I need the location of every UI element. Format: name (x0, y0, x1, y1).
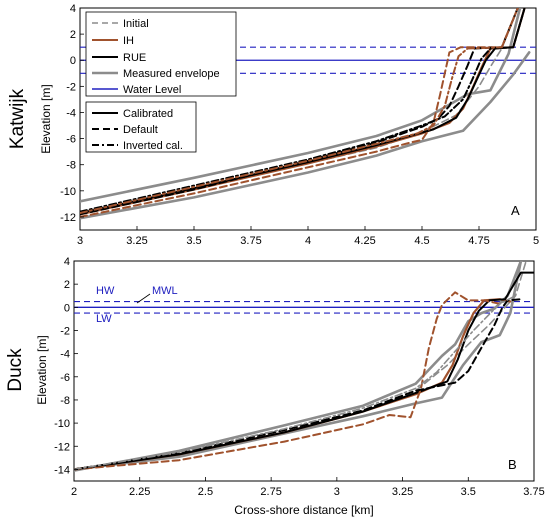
y-tick-label-a-4: -4 (66, 107, 76, 119)
x-tick-label-a-4: 4 (305, 235, 311, 247)
y-axis-label-a: Elevation [m] (39, 84, 53, 153)
ticks-a: 3 3.25 3.5 3.75 4 4.25 4.5 4.75 5 4 2 0 -2 -4 -6 -8 -10 -… (60, 3, 539, 247)
panel-b-background (73, 260, 535, 482)
series-line-a-8 (80, 8, 519, 214)
panel-katwijk: 3 3.25 3.5 3.75 4 4.25 4.5 4.75 5 4 2 0 -2 -4 -6 -8 -10 -… (7, 3, 539, 247)
y-tick-label-b-9: -14 (54, 464, 70, 476)
x-tick-label-b-7: 3.75 (523, 486, 544, 498)
legend-label-rue: RUE (123, 52, 146, 64)
water-level-lines-b (74, 300, 534, 314)
series-line-b-7 (74, 294, 517, 471)
legend-label-water-level: Water Level (123, 84, 181, 96)
legend-entry-water-level: Water Level (92, 84, 181, 96)
y-tick-label-b-6: -8 (60, 395, 70, 407)
y-tick-label-b-5: -6 (60, 372, 70, 384)
panel-label-a: A (511, 203, 520, 218)
y-tick-label-a-2: 0 (70, 55, 76, 67)
y-tick-label-b-2: 0 (64, 302, 70, 314)
legend-entry-measured-envelope: Measured envelope (92, 68, 220, 80)
x-tick-label-a-3: 3.75 (240, 235, 261, 247)
y-tick-label-b-8: -12 (54, 441, 70, 453)
series-group-b (74, 261, 534, 472)
legend-label-initial: Initial (123, 18, 149, 30)
y-tick-label-b-1: 2 (64, 279, 70, 291)
legend-entry-inverted-cal: Inverted cal. (92, 140, 183, 152)
x-tick-label-b-6: 3.5 (461, 486, 476, 498)
series-line-a-5 (80, 8, 519, 218)
y-tick-label-a-5: -6 (66, 134, 76, 146)
series-line-b-5 (74, 291, 501, 471)
series-group-a (80, 8, 531, 220)
y-tick-label-b-3: -2 (60, 325, 70, 337)
x-tick-label-b-1: 2.25 (129, 486, 150, 498)
series-line-b-1 (74, 261, 523, 471)
legend-entry-ih: IH (92, 35, 134, 47)
y-tick-label-a-0: 4 (70, 3, 76, 15)
panel-label-b: B (508, 457, 517, 472)
annotation-lw: LW (96, 313, 112, 325)
x-tick-label-b-2: 2.5 (198, 486, 213, 498)
annotation-mwl: MWL (152, 285, 178, 297)
legend-box-2 (85, 101, 197, 153)
panel-duck: 2 2.25 2.5 2.75 3 3.25 3.5 3.75 4 2 0 -2 -4 -6 -8 -10 -1… (5, 256, 545, 517)
annotation-hw: HW (96, 285, 115, 297)
y-tick-label-a-6: -8 (66, 160, 76, 172)
legend-entry-calibrated: Calibrated (92, 108, 173, 120)
x-tick-label-a-5: 4.25 (354, 235, 375, 247)
y-tick-label-a-3: -2 (66, 81, 76, 93)
site-label-katwijk: Katwijk (7, 88, 28, 149)
ticks-b: 2 2.25 2.5 2.75 3 3.25 3.5 3.75 4 2 0 -2 -4 -6 -8 -10 -1… (54, 256, 545, 498)
x-tick-label-a-1: 3.25 (126, 235, 147, 247)
y-axis-label-b: Elevation [m] (35, 335, 49, 404)
legend-label-default: Default (123, 124, 158, 136)
legend-entry-initial: Initial (92, 18, 149, 30)
x-tick-label-a-6: 4.5 (414, 235, 429, 247)
y-tick-label-a-8: -12 (60, 212, 76, 224)
x-tick-label-a-0: 3 (77, 235, 83, 247)
series-line-b-6 (74, 298, 522, 471)
series-line-b-4 (74, 271, 534, 471)
legend-box-1 (85, 11, 237, 97)
legend-label-ih: IH (123, 35, 134, 47)
legend-label-inverted-cal: Inverted cal. (123, 140, 183, 152)
y-tick-label-a-7: -10 (60, 186, 76, 198)
y-tick-label-b-0: 4 (64, 256, 70, 268)
y-tick-label-b-7: -10 (54, 418, 70, 430)
x-tick-label-b-4: 3 (334, 486, 340, 498)
x-tick-label-b-5: 3.25 (392, 486, 413, 498)
legend-label-measured-envelope: Measured envelope (123, 68, 220, 80)
y-tick-label-b-4: -4 (60, 349, 70, 361)
site-label-duck: Duck (5, 348, 26, 392)
legend-entry-default: Default (92, 124, 158, 136)
y-tick-label-a-1: 2 (70, 29, 76, 41)
legend-label-calibrated: Calibrated (123, 108, 173, 120)
series-line-a-1 (80, 51, 531, 220)
x-tick-label-b-3: 2.75 (260, 486, 281, 498)
x-tick-label-b-0: 2 (71, 486, 77, 498)
annotation-mwl-pointer (136, 293, 151, 304)
x-axis-label: Cross-shore distance [km] (234, 503, 373, 517)
x-tick-label-a-8: 5 (533, 235, 539, 247)
x-tick-label-a-2: 3.5 (186, 235, 201, 247)
legend-entry-rue: RUE (92, 52, 146, 64)
legend: Initial IH RUE Measured envelope Water L… (85, 11, 237, 153)
x-tick-label-a-7: 4.75 (468, 235, 489, 247)
